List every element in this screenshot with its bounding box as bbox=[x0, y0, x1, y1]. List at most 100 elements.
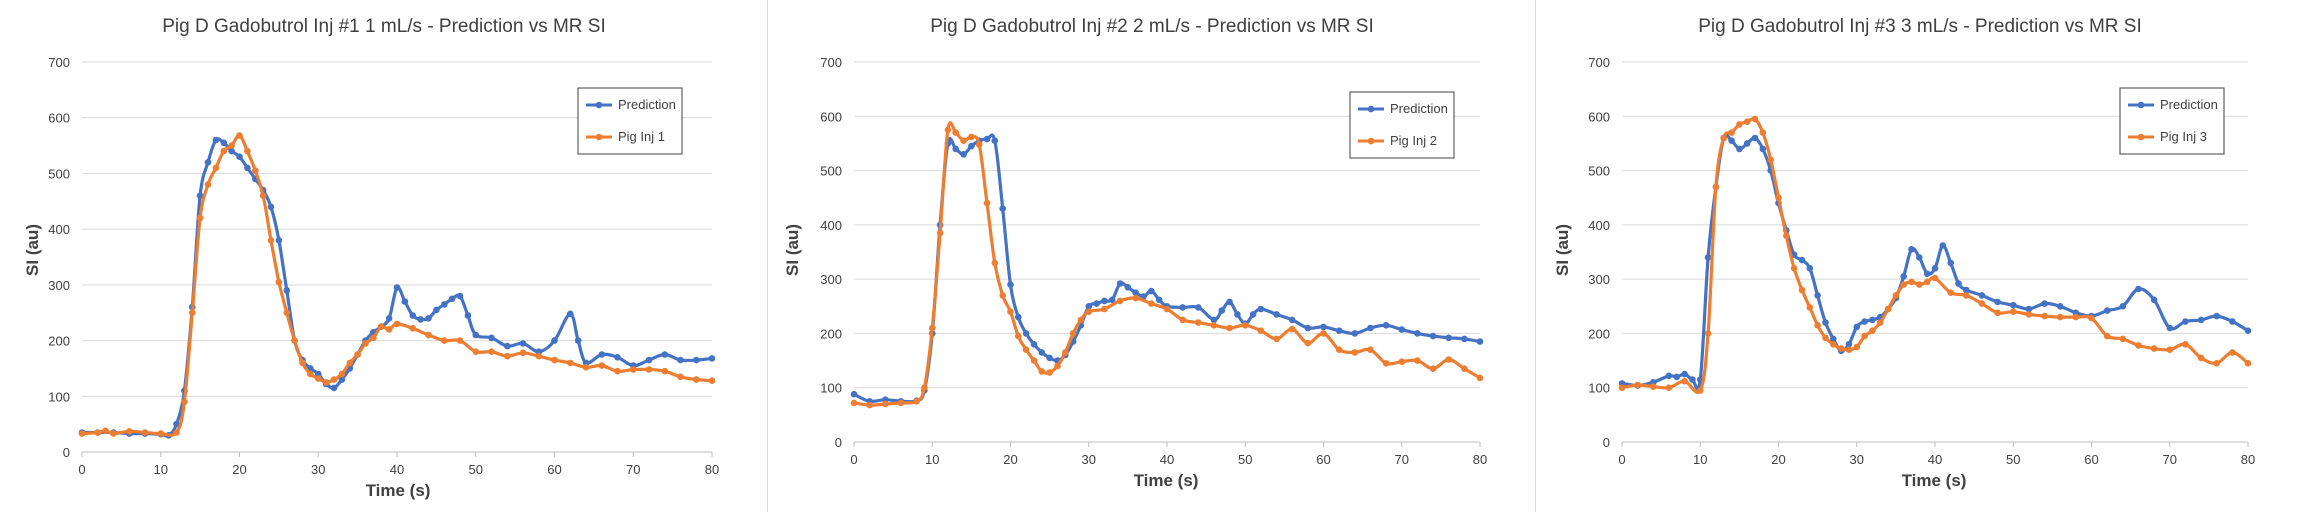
data-point-pig-inj-3 bbox=[1963, 292, 1970, 299]
chart-title: Pig D Gadobutrol Inj #3 3 mL/s - Predict… bbox=[1698, 16, 2142, 37]
data-point-prediction bbox=[551, 337, 558, 344]
data-point-pig-inj-2 bbox=[991, 259, 999, 267]
x-tick-label: 50 bbox=[469, 462, 483, 477]
data-point-pig-inj-3 bbox=[1681, 377, 1688, 385]
data-point-prediction bbox=[1900, 273, 1907, 280]
data-point-pig-inj-3 bbox=[1900, 281, 1907, 288]
data-point-pig-inj-1 bbox=[102, 427, 109, 435]
data-point-prediction bbox=[1461, 335, 1468, 343]
x-tick-label: 40 bbox=[1160, 452, 1174, 467]
y-axis-label: SI (au) bbox=[783, 224, 802, 276]
data-point-prediction bbox=[448, 295, 456, 303]
x-axis-label: Time (s) bbox=[1134, 471, 1199, 490]
data-point-prediction bbox=[1093, 300, 1100, 307]
data-point-pig-inj-3 bbox=[1712, 183, 1720, 191]
y-tick-label: 500 bbox=[48, 166, 70, 181]
data-point-pig-inj-2 bbox=[1257, 327, 1265, 335]
data-point-prediction bbox=[1030, 341, 1038, 348]
data-point-prediction bbox=[2244, 327, 2252, 335]
data-point-pig-inj-2 bbox=[1351, 349, 1359, 356]
data-point-prediction bbox=[1124, 284, 1132, 291]
data-point-pig-inj-2 bbox=[944, 126, 952, 134]
data-point-pig-inj-2 bbox=[1429, 365, 1437, 373]
data-point-prediction bbox=[401, 298, 409, 305]
data-point-prediction bbox=[1304, 324, 1312, 332]
data-point-pig-inj-1 bbox=[299, 359, 306, 367]
data-point-pig-inj-1 bbox=[173, 429, 180, 436]
x-tick-label: 70 bbox=[1395, 452, 1409, 467]
y-tick-label: 700 bbox=[48, 55, 70, 70]
data-point-prediction bbox=[1108, 296, 1116, 304]
data-point-prediction bbox=[283, 287, 291, 294]
chart-panel-1: Pig D Gadobutrol Inj #1 1 mL/s - Predict… bbox=[0, 0, 768, 512]
data-point-prediction bbox=[267, 203, 275, 211]
legend-box bbox=[577, 87, 683, 155]
data-point-prediction bbox=[1351, 330, 1359, 337]
data-point-pig-inj-2 bbox=[1226, 324, 1233, 332]
data-point-pig-inj-2 bbox=[983, 199, 991, 207]
x-tick-label: 80 bbox=[705, 462, 719, 477]
data-point-pig-inj-3 bbox=[1822, 334, 1829, 342]
data-point-pig-inj-2 bbox=[960, 137, 967, 144]
data-point-prediction bbox=[1845, 341, 1853, 348]
data-point-pig-inj-2 bbox=[1085, 308, 1093, 316]
data-point-pig-inj-3 bbox=[1978, 300, 1986, 307]
data-point-pig-inj-3 bbox=[1861, 332, 1868, 340]
data-point-pig-inj-3 bbox=[1798, 286, 1806, 294]
data-point-prediction bbox=[1665, 372, 1673, 380]
legend: Prediction Pig Inj 1 bbox=[577, 87, 683, 155]
data-point-pig-inj-3 bbox=[2197, 354, 2205, 362]
data-point-pig-inj-2 bbox=[936, 229, 944, 237]
data-point-pig-inj-3 bbox=[1697, 387, 1704, 394]
x-tick-label: 40 bbox=[1928, 452, 1942, 467]
data-point-pig-inj-3 bbox=[1994, 309, 2001, 317]
data-point-prediction bbox=[417, 316, 424, 323]
data-point-prediction bbox=[456, 292, 464, 300]
x-tick-label: 10 bbox=[925, 452, 939, 467]
y-tick-label: 0 bbox=[835, 435, 842, 450]
data-point-pig-inj-2 bbox=[1320, 330, 1327, 337]
data-point-prediction bbox=[2103, 307, 2111, 314]
data-point-pig-inj-1 bbox=[204, 181, 212, 188]
data-point-pig-inj-1 bbox=[385, 326, 393, 333]
data-point-pig-inj-2 bbox=[1382, 360, 1390, 367]
data-point-pig-inj-2 bbox=[1445, 356, 1452, 363]
data-point-prediction bbox=[1923, 270, 1931, 278]
data-point-prediction bbox=[1398, 326, 1406, 333]
data-point-pig-inj-2 bbox=[1179, 316, 1186, 324]
data-point-pig-inj-3 bbox=[1728, 129, 1735, 136]
data-point-prediction bbox=[173, 420, 180, 428]
legend: Prediction Pig Inj 3 bbox=[2119, 87, 2225, 155]
data-point-pig-inj-3 bbox=[2150, 345, 2158, 352]
data-point-prediction bbox=[1476, 338, 1484, 345]
data-point-pig-inj-1 bbox=[157, 430, 165, 437]
x-axis-label: Time (s) bbox=[366, 481, 431, 500]
data-point-prediction bbox=[1257, 305, 1265, 313]
data-point-prediction bbox=[385, 315, 393, 322]
data-point-pig-inj-1 bbox=[441, 337, 448, 344]
y-tick-label: 100 bbox=[820, 381, 842, 396]
data-point-prediction bbox=[425, 315, 432, 322]
data-point-prediction bbox=[1148, 287, 1155, 295]
data-point-prediction bbox=[1955, 280, 1962, 287]
data-point-pig-inj-1 bbox=[582, 364, 590, 371]
y-tick-label: 100 bbox=[1588, 381, 1610, 396]
data-point-pig-inj-2 bbox=[1062, 349, 1069, 356]
data-point-pig-inj-3 bbox=[2041, 312, 2048, 320]
data-point-pig-inj-2 bbox=[1398, 358, 1406, 366]
legend-marker bbox=[1367, 105, 1375, 113]
legend-marker bbox=[2137, 133, 2145, 141]
legend-marker bbox=[595, 133, 603, 141]
data-point-prediction bbox=[1015, 313, 1022, 321]
data-point-pig-inj-3 bbox=[2103, 332, 2111, 340]
data-point-prediction bbox=[1743, 140, 1751, 147]
data-point-prediction bbox=[960, 151, 967, 158]
data-point-pig-inj-2 bbox=[1046, 369, 1053, 376]
data-point-pig-inj-2 bbox=[929, 324, 936, 332]
x-tick-label: 10 bbox=[1693, 452, 1707, 467]
data-point-pig-inj-1 bbox=[598, 362, 606, 369]
data-point-prediction bbox=[1210, 316, 1218, 324]
data-point-pig-inj-3 bbox=[1837, 345, 1845, 352]
data-point-prediction bbox=[1759, 145, 1767, 153]
